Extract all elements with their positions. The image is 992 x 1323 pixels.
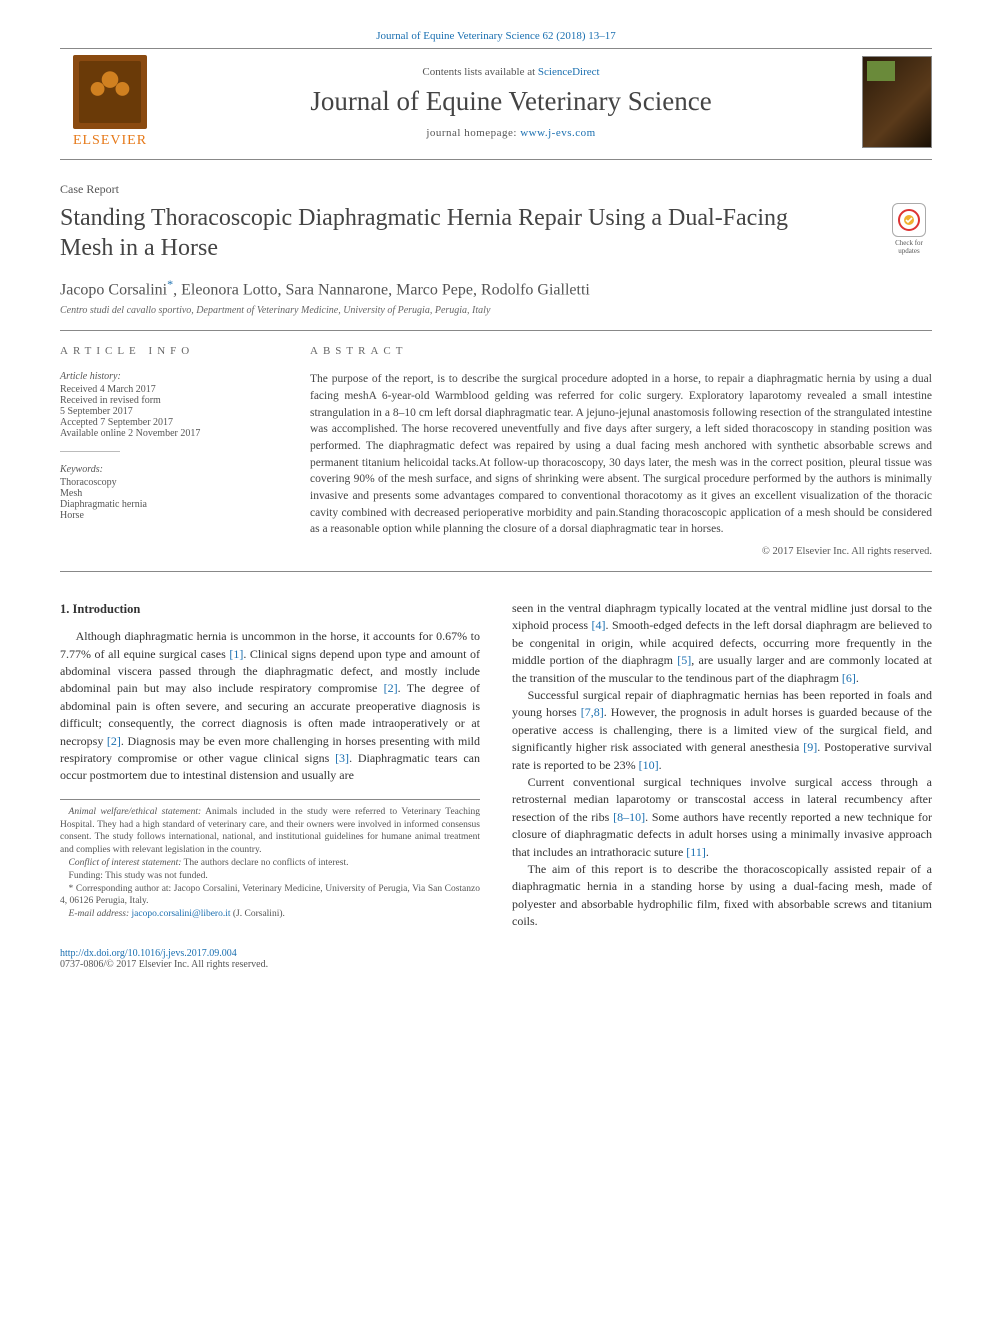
ref-link[interactable]: [11] [686,845,706,859]
email-paren: (J. Corsalini). [231,909,285,919]
publisher-logo: ELSEVIER [60,55,160,149]
intro-heading: 1. Introduction [60,600,480,618]
corr-label: * Corresponding author at: [69,884,172,894]
body-para-2: seen in the ventral diaphragm typically … [512,600,932,687]
contents-prefix: Contents lists available at [422,66,537,78]
check-updates-label: Check for updates [886,239,932,255]
funding-label: Funding: [69,871,103,881]
ref-link[interactable]: [2] [107,734,121,748]
ethics-label: Animal welfare/ethical statement: [69,807,202,817]
article-info-heading: ARTICLE INFO [60,345,270,357]
journal-header: ELSEVIER Contents lists available at Sci… [60,48,932,160]
ref-link[interactable]: [10] [639,758,659,772]
doi-block: http://dx.doi.org/10.1016/j.jevs.2017.09… [60,948,932,970]
ref-link[interactable]: [1] [229,647,243,661]
authors-rest: , Eleonora Lotto, Sara Nannarone, Marco … [173,281,590,298]
history-line: Received in revised form [60,395,270,406]
meta-separator [60,451,120,452]
ref-link[interactable]: [5] [677,653,691,667]
history-line: Accepted 7 September 2017 [60,417,270,428]
issn-copyright: 0737-0806/© 2017 Elsevier Inc. All right… [60,959,268,970]
ref-link[interactable]: [2] [384,681,398,695]
history-line: Available online 2 November 2017 [60,428,270,439]
abstract-text: The purpose of the report, is to describ… [310,371,932,538]
footnotes: Animal welfare/ethical statement: Animal… [60,799,480,921]
rule-1 [60,330,932,331]
authors: Jacopo Corsalini*, Eleonora Lotto, Sara … [60,277,932,299]
keywords-label: Keywords: [60,464,270,475]
keyword: Mesh [60,488,270,499]
article-info: ARTICLE INFO Article history: Received 4… [60,345,270,557]
keyword: Thoracoscopy [60,477,270,488]
article-type: Case Report [60,182,932,197]
homepage-prefix: journal homepage: [426,127,520,139]
contents-available: Contents lists available at ScienceDirec… [160,66,862,78]
ref-link[interactable]: [3] [335,751,349,765]
article-title: Standing Thoracoscopic Diaphragmatic Her… [60,203,820,263]
journal-homepage: journal homepage: www.j-evs.com [160,127,862,139]
doi-link[interactable]: http://dx.doi.org/10.1016/j.jevs.2017.09… [60,948,237,959]
body-para-5: The aim of this report is to describe th… [512,861,932,931]
journal-name: Journal of Equine Veterinary Science [160,86,862,117]
history-label: Article history: [60,371,270,382]
running-head: Journal of Equine Veterinary Science 62 … [60,30,932,42]
history-line: Received 4 March 2017 [60,384,270,395]
body-para-1: Although diaphragmatic hernia is uncommo… [60,628,480,785]
publisher-name: ELSEVIER [73,133,147,149]
keyword: Horse [60,510,270,521]
coi-label: Conflict of interest statement: [69,858,182,868]
body-para-4: Current conventional surgical techniques… [512,774,932,861]
affiliation: Centro studi del cavallo sportivo, Depar… [60,305,932,316]
email-link[interactable]: jacopo.corsalini@libero.it [132,909,231,919]
keyword: Diaphragmatic hernia [60,499,270,510]
abstract: ABSTRACT The purpose of the report, is t… [310,345,932,557]
ref-link[interactable]: [6] [842,671,856,685]
abstract-copyright: © 2017 Elsevier Inc. All rights reserved… [310,546,932,557]
body-para-3: Successful surgical repair of diaphragma… [512,687,932,774]
sciencedirect-link[interactable]: ScienceDirect [538,66,600,78]
funding-text: This study was not funded. [103,871,208,881]
abstract-heading: ABSTRACT [310,345,932,357]
ref-link[interactable]: [7,8] [581,705,604,719]
ref-link[interactable]: [8–10] [613,810,645,824]
email-label: E-mail address: [69,909,130,919]
ref-link[interactable]: [9] [803,740,817,754]
homepage-link[interactable]: www.j-evs.com [520,127,595,139]
elsevier-tree-icon [73,55,147,129]
history-line: 5 September 2017 [60,406,270,417]
journal-cover-thumb [862,56,932,148]
body-text: 1. Introduction Although diaphragmatic h… [60,600,932,930]
running-head-link[interactable]: Journal of Equine Veterinary Science 62 … [376,30,616,42]
coi-text: The authors declare no conflicts of inte… [181,858,348,868]
author-corresponding: Jacopo Corsalini [60,281,167,298]
check-updates-widget[interactable]: Check for updates [886,203,932,255]
ref-link[interactable]: [4] [592,618,606,632]
crossmark-icon [892,203,926,237]
rule-2 [60,571,932,572]
